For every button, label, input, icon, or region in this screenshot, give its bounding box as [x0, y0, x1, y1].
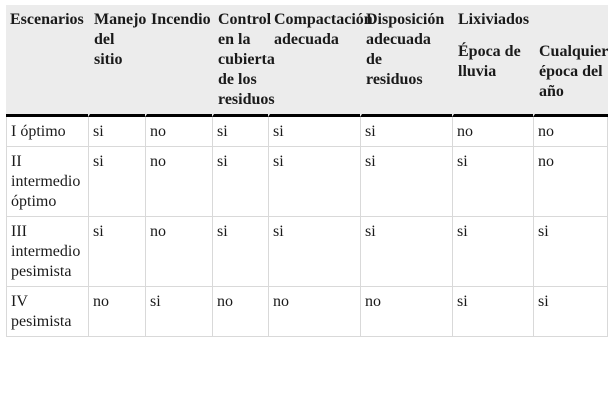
- group-header-lixiviados: Lixiviados: [452, 5, 609, 38]
- col-header-disposicion: Disposición adecuada de residuos: [360, 5, 452, 117]
- cell-cualquier-epoca: si: [533, 217, 609, 287]
- table-row-ii-intermedio-optimo: II intermedio óptimo si no si si si si n…: [6, 147, 609, 217]
- col-header-compactacion: Compactación adecuada: [268, 5, 373, 117]
- col-header-escenarios: Escenarios: [6, 5, 88, 117]
- cell-cualquier-epoca: si: [533, 287, 609, 337]
- cell-epoca-lluvia: si: [452, 217, 533, 287]
- cell-manejo: no: [88, 287, 145, 337]
- cell-disposicion: si: [360, 147, 452, 217]
- cell-manejo: si: [88, 217, 145, 287]
- cell-epoca-lluvia: no: [452, 117, 533, 147]
- col-header-manejo-del-sitio: Manejo del sitio: [88, 5, 146, 117]
- row-label: IV pesimista: [6, 287, 88, 337]
- cell-disposicion: no: [360, 287, 452, 337]
- cell-incendio: no: [145, 217, 212, 287]
- cell-incendio: si: [145, 287, 212, 337]
- cell-compactacion: si: [268, 147, 360, 217]
- cell-incendio: no: [145, 147, 212, 217]
- cell-epoca-lluvia: si: [452, 287, 533, 337]
- cell-control: si: [212, 147, 268, 217]
- cell-manejo: si: [88, 117, 145, 147]
- cell-compactacion: no: [268, 287, 360, 337]
- table-row-iii-intermedio-pesimista: III intermedio pesimista si no si si si …: [6, 217, 609, 287]
- cell-cualquier-epoca: no: [533, 147, 609, 217]
- table-row-i-optimo: I óptimo si no si si si no no: [6, 117, 609, 147]
- cell-incendio: no: [145, 117, 212, 147]
- cell-epoca-lluvia: si: [452, 147, 533, 217]
- cell-disposicion: si: [360, 117, 452, 147]
- col-header-control-cubierta: Control en la cubierta de los residuos: [212, 5, 275, 117]
- col-header-incendio: Incendio: [145, 5, 212, 117]
- cell-control: no: [212, 287, 268, 337]
- table-header: Escenarios Manejo del sitio Incendio Con…: [6, 5, 608, 117]
- cell-control: si: [212, 117, 268, 147]
- cell-manejo: si: [88, 147, 145, 217]
- cell-control: si: [212, 217, 268, 287]
- row-label: I óptimo: [6, 117, 88, 147]
- scenarios-table: Escenarios Manejo del sitio Incendio Con…: [6, 5, 608, 337]
- cell-compactacion: si: [268, 117, 360, 147]
- sub-header-cualquier-epoca: Cualquier época del año: [533, 37, 608, 117]
- cell-compactacion: si: [268, 217, 360, 287]
- cell-cualquier-epoca: no: [533, 117, 609, 147]
- table-body: I óptimo si no si si si no no II interme…: [6, 117, 609, 337]
- table-row-iv-pesimista: IV pesimista no si no no no si si: [6, 287, 609, 337]
- cell-disposicion: si: [360, 217, 452, 287]
- row-label: II intermedio óptimo: [6, 147, 88, 217]
- sub-header-epoca-de-lluvia: Época de lluvia: [452, 37, 533, 117]
- row-label: III intermedio pesimista: [6, 217, 88, 287]
